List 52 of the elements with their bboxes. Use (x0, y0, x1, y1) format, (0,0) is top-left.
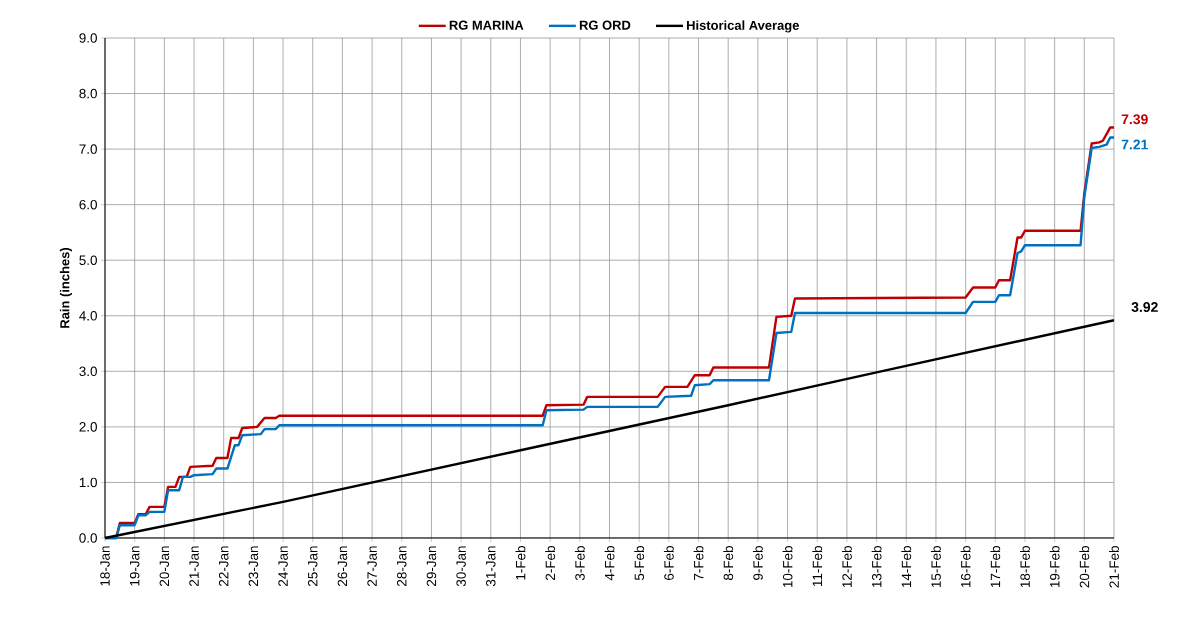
annotation: 7.39 (1121, 114, 1148, 125)
x-tick-label: 13-Feb (871, 546, 882, 588)
y-tick-label: 1.0 (79, 477, 97, 488)
legend-label: Historical Average (687, 20, 799, 33)
x-tick-label: 15-Feb (930, 546, 941, 588)
x-tick-label: 11-Feb (812, 546, 823, 587)
x-tick-label: 20-Feb (1079, 546, 1090, 588)
x-tick-label: 20-Jan (159, 546, 170, 586)
x-tick-label: 23-Jan (248, 546, 259, 586)
y-axis-title: Rain (inches) (59, 247, 72, 328)
x-tick-label: 12-Feb (841, 546, 852, 588)
x-tick-label: 17-Feb (990, 546, 1001, 588)
x-tick-label: 19-Jan (129, 546, 140, 586)
x-tick-label: 28-Jan (397, 546, 407, 586)
x-tick-label: 31-Jan (486, 546, 496, 587)
annotation: 7.21 (1121, 139, 1148, 150)
legend-label: RG MARINA (449, 20, 524, 30)
y-tick-label: 3.0 (79, 366, 97, 377)
x-tick-label: 21-Feb (1109, 546, 1119, 588)
x-tick-label: 8-Feb (723, 546, 734, 581)
x-tick-label: 9-Feb (752, 546, 763, 581)
x-tick-label: 2-Feb (545, 546, 556, 580)
y-tick-label: 4.0 (79, 311, 97, 321)
y-tick-label: 2.0 (79, 422, 97, 432)
y-tick-label: 8.0 (79, 88, 97, 99)
x-tick-label: 24-Jan (278, 546, 288, 586)
x-tick-label: 25-Jan (307, 546, 318, 586)
y-tick-label: 5.0 (79, 255, 97, 265)
y-tick-label: 9.0 (79, 33, 97, 43)
annotation: 3.92 (1131, 302, 1158, 313)
x-tick-label: 22-Jan (218, 546, 229, 586)
x-tick-label: 18-Feb (1020, 546, 1030, 588)
x-tick-label: 7-Feb (693, 546, 704, 580)
x-tick-label: 27-Jan (367, 546, 377, 586)
x-tick-label: 19-Feb (1049, 546, 1060, 588)
x-tick-label: 1-Feb (515, 546, 526, 580)
x-tick-label: 16-Feb (960, 546, 971, 588)
x-tick-label: 4-Feb (604, 546, 615, 581)
x-tick-label: 18-Jan (100, 546, 110, 586)
x-tick-label: 26-Jan (337, 546, 348, 586)
x-tick-label: 14-Feb (901, 546, 912, 588)
x-tick-label: 3-Feb (574, 546, 585, 581)
x-tick-label: 5-Feb (634, 546, 645, 581)
legend-label: RG ORD (579, 20, 631, 30)
y-tick-label: 7.0 (79, 144, 97, 154)
y-tick-label: 6.0 (79, 199, 97, 210)
x-tick-label: 29-Jan (426, 546, 437, 586)
y-tick-label: 0.0 (79, 533, 97, 543)
x-tick-label: 21-Jan (189, 546, 199, 586)
x-tick-label: 6-Feb (663, 546, 674, 580)
x-tick-label: 30-Jan (456, 546, 466, 587)
x-tick-label: 10-Feb (782, 546, 793, 588)
